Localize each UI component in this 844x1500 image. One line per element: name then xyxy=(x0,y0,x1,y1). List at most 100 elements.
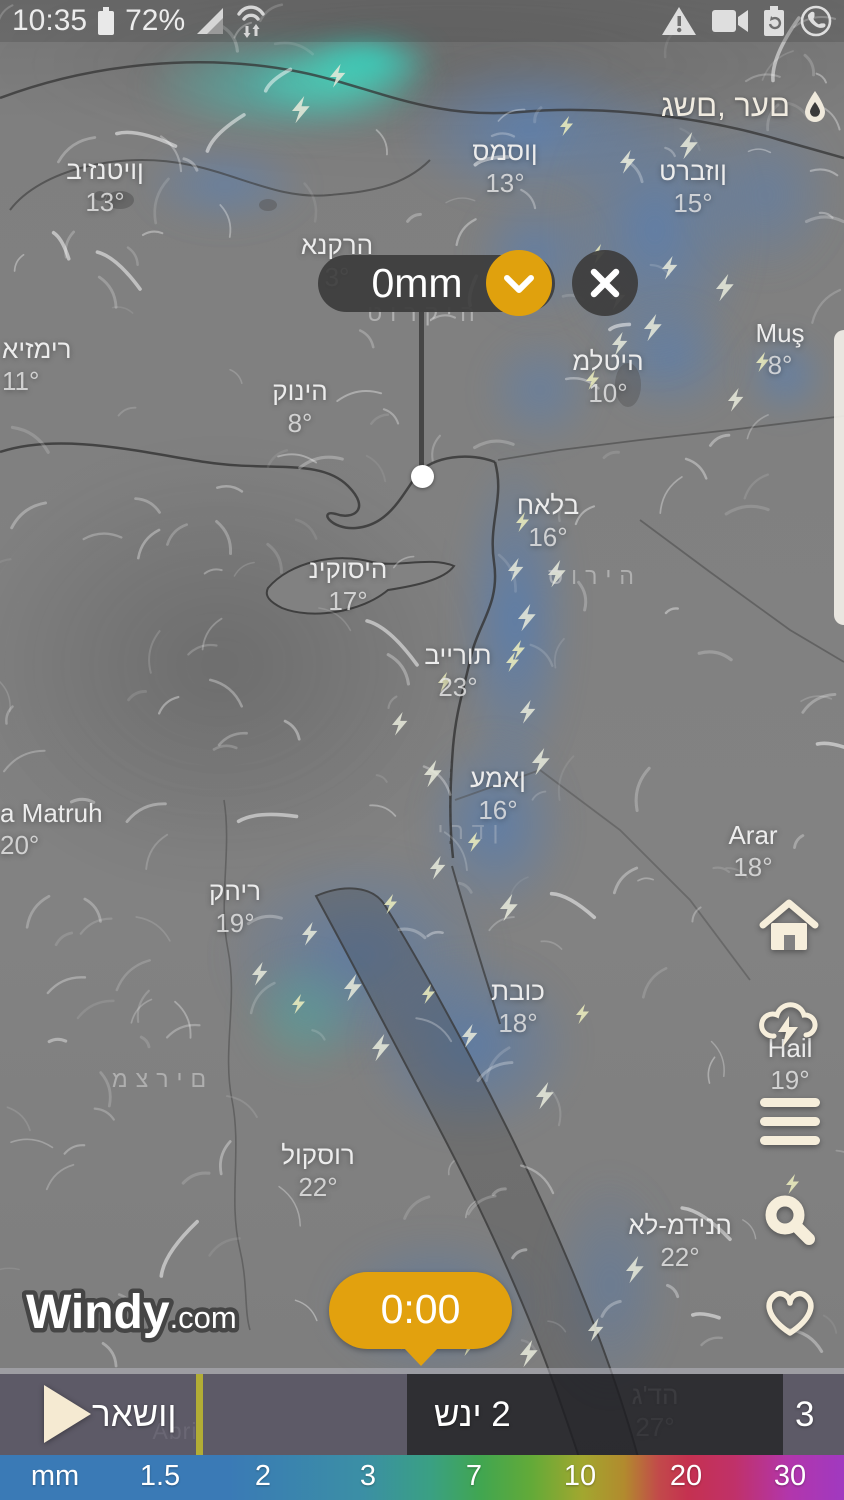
city-name: ביזנטיון xyxy=(66,155,144,185)
video-call-icon xyxy=(712,10,748,32)
status-bar: 10:35 72% xyxy=(0,0,844,42)
legend-tick: 30 xyxy=(773,1460,807,1492)
city-label: ניקוסיה 17° xyxy=(309,554,388,616)
city-name: קהיר xyxy=(209,876,261,906)
city-temp: 19° xyxy=(215,908,255,938)
storm-cloud-icon xyxy=(759,1002,818,1048)
city-label: Muş 8° xyxy=(755,318,804,380)
city-temp: 18° xyxy=(733,852,773,882)
raindrop-icon xyxy=(805,91,825,122)
svg-text:Windy.com: Windy.com xyxy=(26,1286,237,1339)
city-name: a Matruh xyxy=(0,798,103,828)
legend-tick: 10 xyxy=(563,1460,597,1492)
region-label: מצרים xyxy=(111,1066,215,1092)
chevron-down-icon xyxy=(504,275,534,293)
city-label: טרבזון 15° xyxy=(659,156,727,218)
city-temp: 8° xyxy=(767,350,793,380)
city-name: סמסון xyxy=(472,136,538,166)
home-icon xyxy=(759,899,819,950)
city-temp: 10° xyxy=(588,378,628,408)
city-temp: 19° xyxy=(770,1065,810,1095)
city-label: ביירות 23° xyxy=(424,640,491,702)
home-button[interactable] xyxy=(758,896,820,959)
play-button[interactable] xyxy=(44,1385,91,1443)
city-temp: 20° xyxy=(0,830,40,860)
warning-icon xyxy=(662,7,696,35)
timeline-track[interactable] xyxy=(0,1368,844,1374)
region-label: סוריה xyxy=(548,563,642,589)
day-label: 3 xyxy=(795,1394,815,1434)
city-label: מלטיה 10° xyxy=(572,346,643,408)
timeline-day-section[interactable] xyxy=(783,1374,844,1455)
timeline-scrubber[interactable]: ראשון שני 2 3 xyxy=(0,1368,844,1455)
city-temp: 8° xyxy=(287,408,313,438)
windy-logo[interactable]: Windy.com xyxy=(22,1278,282,1355)
city-label: תבוכ 18° xyxy=(491,976,545,1038)
time-bubble-value: 0:00 xyxy=(380,1286,461,1332)
city-label: ביזנטיון 13° xyxy=(66,155,144,217)
city-temp: 18° xyxy=(498,1008,538,1038)
legend-unit: mm xyxy=(30,1460,80,1492)
storm-alerts-button[interactable] xyxy=(756,992,822,1061)
picker-location-dot xyxy=(411,465,434,488)
search-button[interactable] xyxy=(760,1190,820,1255)
city-label: Arar 18° xyxy=(728,820,777,882)
legend-tick: 20 xyxy=(669,1460,703,1492)
city-name: מלטיה xyxy=(572,346,644,376)
picker-expand-button[interactable] xyxy=(486,250,552,316)
battery-percent: 72% xyxy=(125,4,186,37)
city-temp: 17° xyxy=(328,586,368,616)
battery-saver-icon xyxy=(764,6,784,36)
day-label: שני 2 xyxy=(434,1394,511,1434)
city-temp: 16° xyxy=(528,522,568,552)
city-name: ניקוסיה xyxy=(308,554,388,584)
favorites-button[interactable] xyxy=(760,1284,820,1343)
wifi-calling-icon xyxy=(237,5,265,38)
legend-tick: 2 xyxy=(254,1460,272,1492)
city-label: a Matruh 20° xyxy=(0,798,103,860)
menu-icon xyxy=(760,1098,820,1145)
city-temp: 13° xyxy=(485,168,525,198)
city-name: עמאן xyxy=(470,763,526,793)
city-name: חאלב xyxy=(516,490,580,520)
search-icon xyxy=(765,1195,815,1245)
city-label: חאלב 16° xyxy=(517,490,579,552)
city-label: סמסון 13° xyxy=(472,136,537,198)
menu-button[interactable] xyxy=(760,1098,820,1145)
city-label: אל-מדינה 22° xyxy=(628,1210,732,1272)
layer-label: גשם, רעם xyxy=(661,88,790,123)
battery-icon xyxy=(98,7,115,35)
current-time-marker xyxy=(196,1374,203,1455)
picker-line xyxy=(419,312,424,468)
city-name: איזמיר xyxy=(2,334,72,364)
city-name: Arar xyxy=(728,820,778,850)
heart-icon xyxy=(766,1290,814,1336)
time-bubble[interactable]: 0:00 xyxy=(329,1272,512,1349)
clock: 10:35 xyxy=(12,4,88,37)
region-label: ירדן xyxy=(437,818,507,844)
day-label: ראשון xyxy=(92,1394,177,1434)
city-label: עמאן 16° xyxy=(470,763,526,825)
picker-value: 0mm xyxy=(371,260,463,306)
city-name: ביירות xyxy=(424,640,492,670)
timeline-day-section[interactable] xyxy=(407,1374,783,1455)
city-temp: 11° xyxy=(2,366,40,396)
layer-indicator[interactable]: גשם, רעם xyxy=(661,88,828,124)
city-temp: 16° xyxy=(478,795,518,825)
signal-icon xyxy=(197,8,224,34)
legend-tick: 3 xyxy=(359,1460,377,1492)
city-temp: 13° xyxy=(85,187,125,217)
city-label: קוניה 8° xyxy=(272,376,327,438)
city-name: לוקסור xyxy=(281,1140,355,1170)
logo-brand: Windy xyxy=(26,1286,170,1339)
legend-tick: 1.5 xyxy=(139,1460,181,1492)
city-label: לוקסור 22° xyxy=(281,1140,355,1202)
picker-close-button[interactable] xyxy=(572,250,638,316)
logo-tld: .com xyxy=(170,1300,237,1335)
side-panel-edge[interactable] xyxy=(834,330,844,625)
city-name: קוניה xyxy=(272,376,328,406)
city-temp: 22° xyxy=(660,1242,700,1272)
city-name: טרבזון xyxy=(659,156,727,186)
